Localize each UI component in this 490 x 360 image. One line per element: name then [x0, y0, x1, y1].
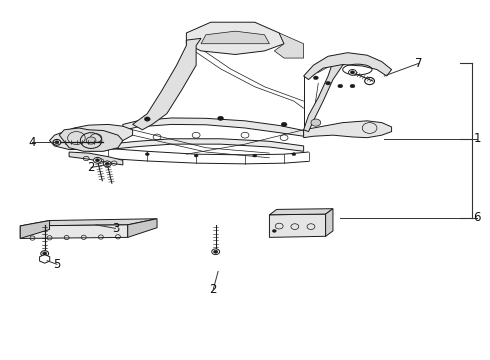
Polygon shape [20, 221, 49, 238]
Circle shape [292, 153, 296, 156]
Polygon shape [128, 219, 157, 237]
Circle shape [94, 157, 101, 163]
Circle shape [314, 76, 318, 80]
Polygon shape [133, 39, 201, 130]
Text: 1: 1 [473, 132, 481, 145]
Circle shape [218, 116, 223, 121]
Polygon shape [326, 209, 333, 236]
Circle shape [146, 153, 149, 156]
Circle shape [311, 119, 321, 126]
Circle shape [86, 137, 96, 144]
Polygon shape [304, 53, 392, 80]
Text: 4: 4 [29, 136, 36, 149]
Polygon shape [304, 121, 392, 138]
Polygon shape [59, 128, 123, 151]
Text: 2: 2 [210, 283, 217, 296]
Circle shape [95, 159, 99, 162]
Polygon shape [49, 125, 133, 149]
Polygon shape [270, 209, 333, 215]
Polygon shape [108, 139, 304, 151]
Text: 6: 6 [473, 211, 481, 224]
Polygon shape [270, 214, 326, 237]
Circle shape [253, 154, 257, 157]
Circle shape [103, 161, 111, 167]
Circle shape [55, 141, 59, 144]
Circle shape [43, 252, 47, 255]
Polygon shape [69, 152, 123, 165]
Circle shape [348, 69, 356, 75]
Text: 2: 2 [87, 161, 95, 174]
Polygon shape [20, 219, 157, 226]
Text: 3: 3 [112, 222, 119, 235]
Circle shape [145, 117, 150, 121]
Polygon shape [186, 22, 284, 54]
Circle shape [41, 251, 49, 256]
Circle shape [212, 249, 220, 255]
Circle shape [272, 229, 276, 232]
Circle shape [53, 139, 61, 145]
Circle shape [326, 81, 331, 85]
Circle shape [350, 71, 355, 74]
Circle shape [350, 84, 355, 88]
Polygon shape [201, 31, 270, 44]
Circle shape [214, 250, 218, 253]
Text: 5: 5 [53, 258, 61, 271]
Polygon shape [20, 225, 128, 238]
Circle shape [338, 84, 343, 88]
Circle shape [194, 154, 198, 157]
Polygon shape [274, 33, 304, 58]
Polygon shape [123, 118, 304, 136]
Polygon shape [304, 54, 352, 132]
Text: 7: 7 [415, 57, 422, 70]
Circle shape [105, 162, 109, 166]
Circle shape [281, 122, 287, 127]
